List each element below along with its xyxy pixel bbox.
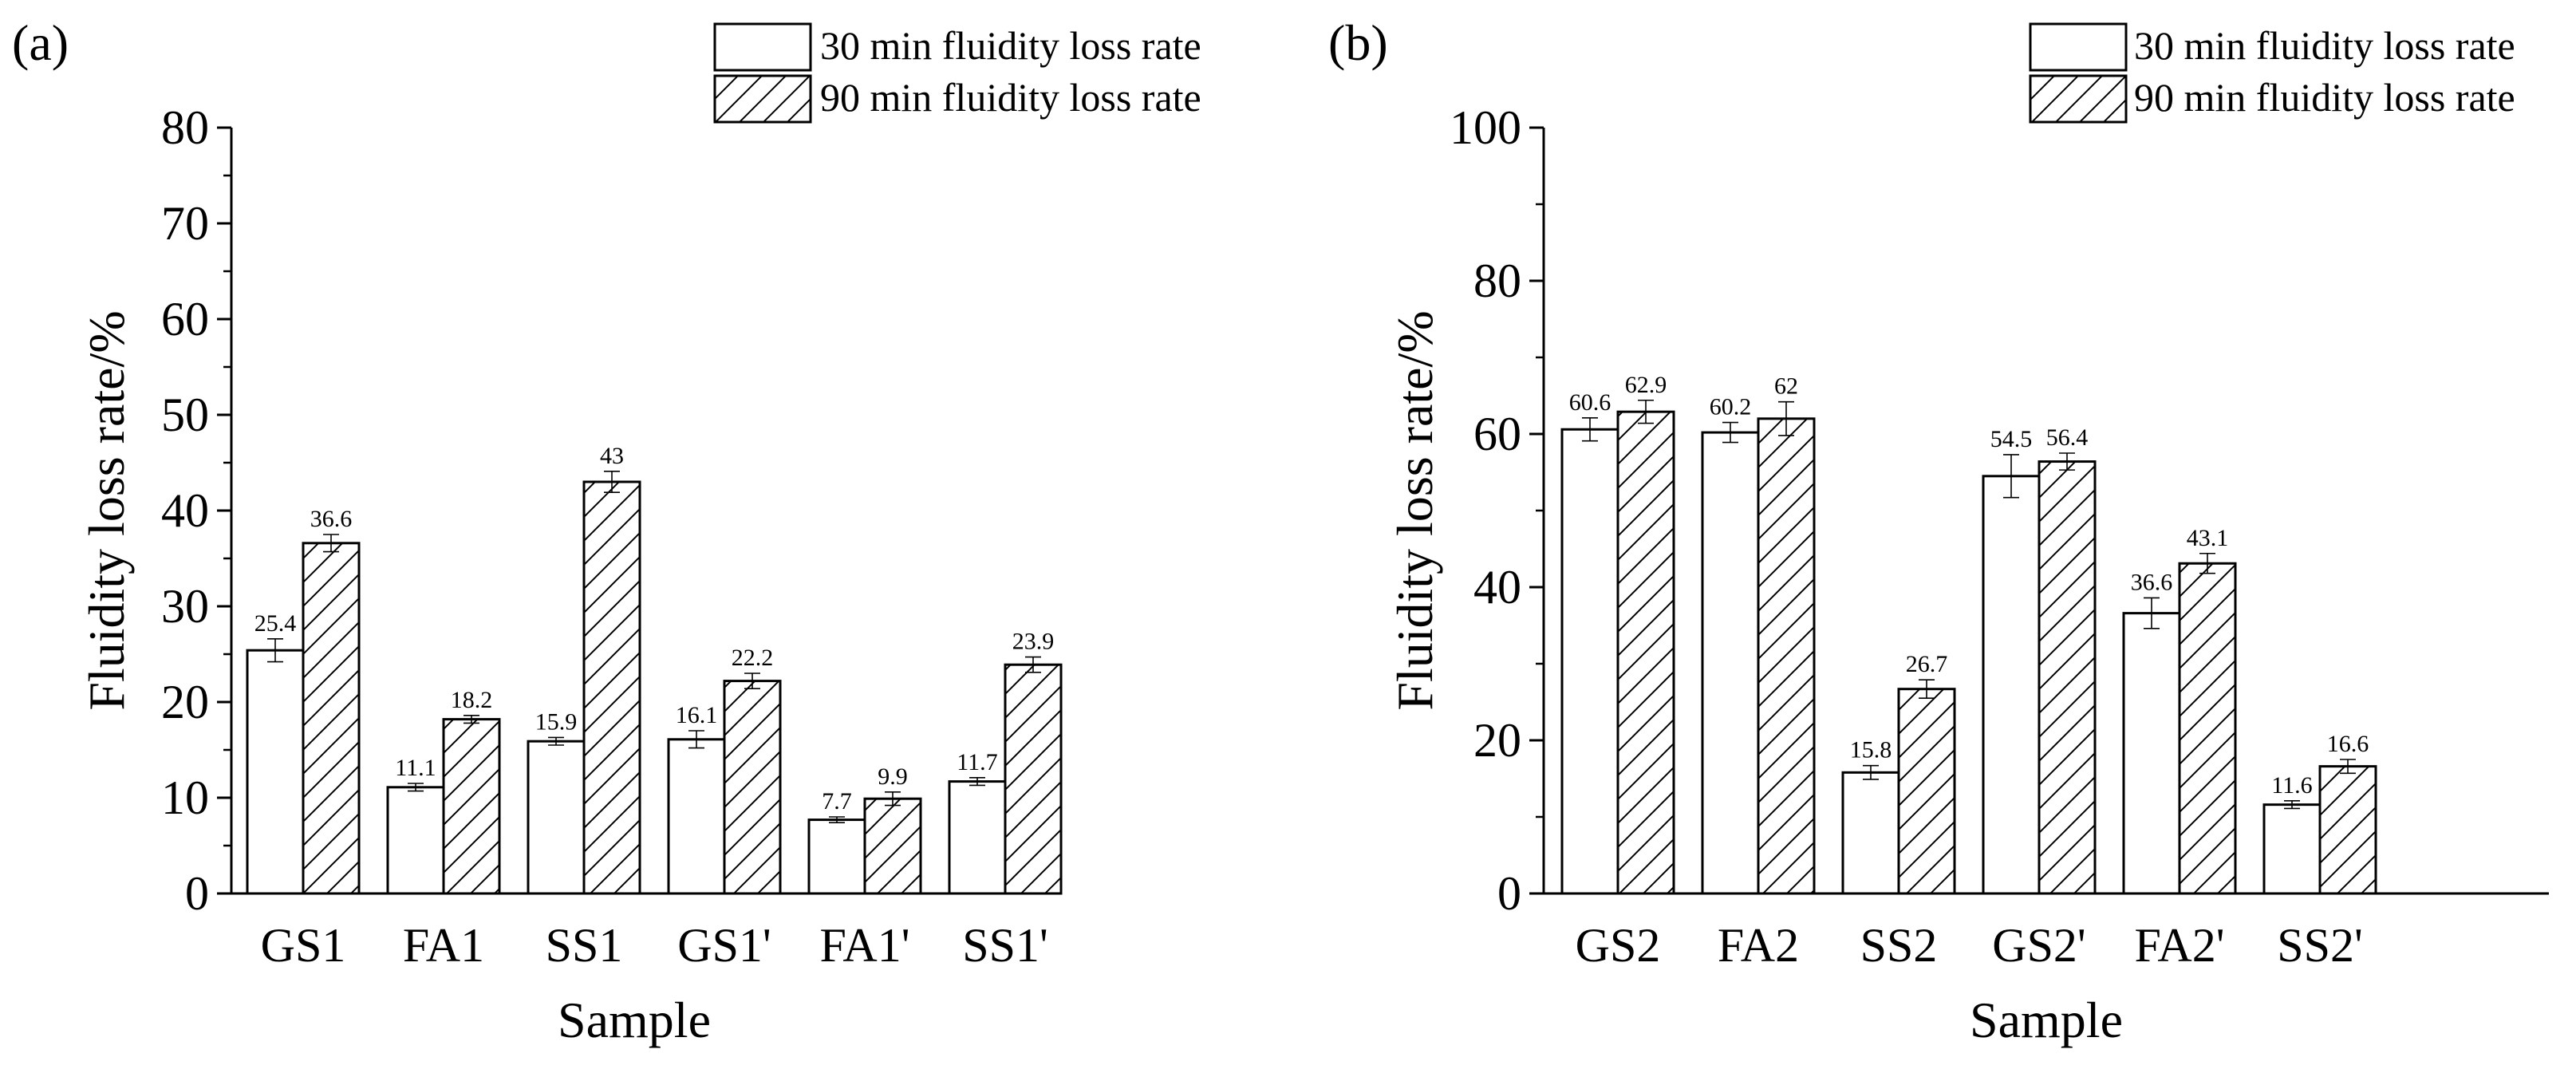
- data-label: 7.7: [822, 788, 852, 815]
- data-label: 16.6: [2327, 731, 2369, 757]
- y-tick-label: 40: [1473, 561, 1521, 613]
- data-label: 43.1: [2187, 525, 2229, 551]
- bar: [2122, 612, 2181, 895]
- data-label: 25.4: [254, 610, 297, 637]
- data-label: 16.1: [676, 702, 718, 728]
- x-tick-label: SS1: [546, 919, 623, 972]
- bar: [1841, 771, 1900, 895]
- legend-swatch: [713, 74, 812, 124]
- x-tick-label: FA1': [819, 919, 909, 972]
- legend-swatch: [2029, 22, 2128, 72]
- x-axis-title: Sample: [558, 992, 711, 1048]
- x-tick-label: FA2: [1718, 919, 1799, 972]
- x-tick-label: FA1: [403, 919, 484, 972]
- y-tick-label: 100: [1450, 101, 1521, 154]
- data-label: 15.8: [1850, 737, 1892, 763]
- legend-swatch: [713, 22, 812, 72]
- y-tick-label: 40: [161, 484, 209, 537]
- data-label: 18.2: [451, 687, 493, 713]
- data-label: 22.2: [732, 645, 774, 671]
- bar: [1757, 417, 1816, 895]
- data-label: 36.6: [2131, 569, 2173, 595]
- legend-label: 30 min fluidity loss rate: [2134, 23, 2515, 68]
- data-label: 62: [1774, 373, 1798, 400]
- data-label: 26.7: [1906, 651, 1948, 677]
- bar: [807, 818, 866, 895]
- x-tick-label: GS2': [1992, 919, 2086, 972]
- data-label: 60.2: [1710, 394, 1752, 420]
- data-label: 11.1: [395, 755, 436, 781]
- y-axis-title: Fluidity loss rate/%: [1387, 310, 1443, 710]
- data-label: 9.9: [878, 763, 908, 790]
- x-axis-title: Sample: [1970, 992, 2123, 1048]
- legend-swatch: [2029, 74, 2128, 124]
- bar: [1616, 410, 1675, 895]
- y-tick-label: 30: [161, 580, 209, 633]
- bar: [2262, 803, 2322, 895]
- y-tick-label: 10: [161, 771, 209, 824]
- bar: [386, 786, 445, 895]
- bar: [527, 740, 586, 895]
- bar: [1897, 688, 1956, 895]
- y-tick-label: 50: [161, 389, 209, 441]
- data-label: 36.6: [310, 506, 353, 532]
- data-label: 62.9: [1625, 372, 1667, 398]
- bar: [442, 718, 501, 895]
- panel-label: (a): [12, 14, 69, 71]
- x-tick-label: SS2': [2277, 919, 2363, 972]
- x-tick-label: GS1': [677, 919, 771, 972]
- y-tick-label: 80: [161, 101, 209, 154]
- bar: [1701, 431, 1760, 895]
- panel-label: (b): [1328, 14, 1388, 71]
- y-tick-label: 80: [1473, 254, 1521, 307]
- data-label: 11.6: [2271, 772, 2312, 799]
- data-label: 15.9: [535, 708, 578, 735]
- y-tick-label: 60: [161, 293, 209, 345]
- bar: [2178, 562, 2237, 895]
- data-label: 54.5: [1990, 426, 2033, 452]
- y-tick-label: 0: [185, 867, 209, 920]
- bar: [2318, 765, 2377, 895]
- chart-panel-a: (a) 0 10 20 30 40 50 60 70 80 25.4 36.6 GS1 11.1 18.2 F…: [12, 14, 1201, 1048]
- y-axis-title: Fluidity loss rate/%: [78, 310, 135, 710]
- data-label: 11.7: [957, 749, 997, 775]
- x-tick-label: SS1': [962, 919, 1048, 972]
- data-label: 60.6: [1569, 389, 1611, 416]
- bar: [2038, 460, 2097, 895]
- x-tick-label: FA2': [2134, 919, 2224, 972]
- y-tick-label: 70: [161, 197, 209, 250]
- legend-label: 30 min fluidity loss rate: [820, 23, 1201, 68]
- x-tick-label: GS2: [1576, 919, 1661, 972]
- bar: [1004, 663, 1063, 895]
- bar: [667, 738, 726, 895]
- x-tick-label: GS1: [261, 919, 346, 972]
- y-tick-label: 20: [161, 676, 209, 728]
- bar: [302, 542, 361, 895]
- data-label: 23.9: [1012, 629, 1055, 655]
- bar: [1560, 428, 1619, 895]
- x-tick-label: SS2: [1860, 919, 1938, 972]
- legend-label: 90 min fluidity loss rate: [2134, 75, 2515, 120]
- chart-panel-b: (b) 0 20 40 60 80 100 60.6 62.9 GS2 60.2 62 FA2 15.8 2…: [1328, 14, 2549, 1048]
- data-label: 56.4: [2046, 424, 2089, 451]
- bar: [723, 680, 782, 895]
- y-tick-label: 20: [1473, 714, 1521, 767]
- y-tick-label: 0: [1497, 867, 1521, 920]
- bar: [863, 797, 922, 895]
- legend-label: 90 min fluidity loss rate: [820, 75, 1201, 120]
- bar: [1982, 475, 2041, 895]
- data-label: 43: [600, 443, 624, 469]
- y-tick-label: 60: [1473, 408, 1521, 460]
- bar: [582, 480, 641, 895]
- bar: [948, 780, 1007, 895]
- bar: [246, 649, 305, 895]
